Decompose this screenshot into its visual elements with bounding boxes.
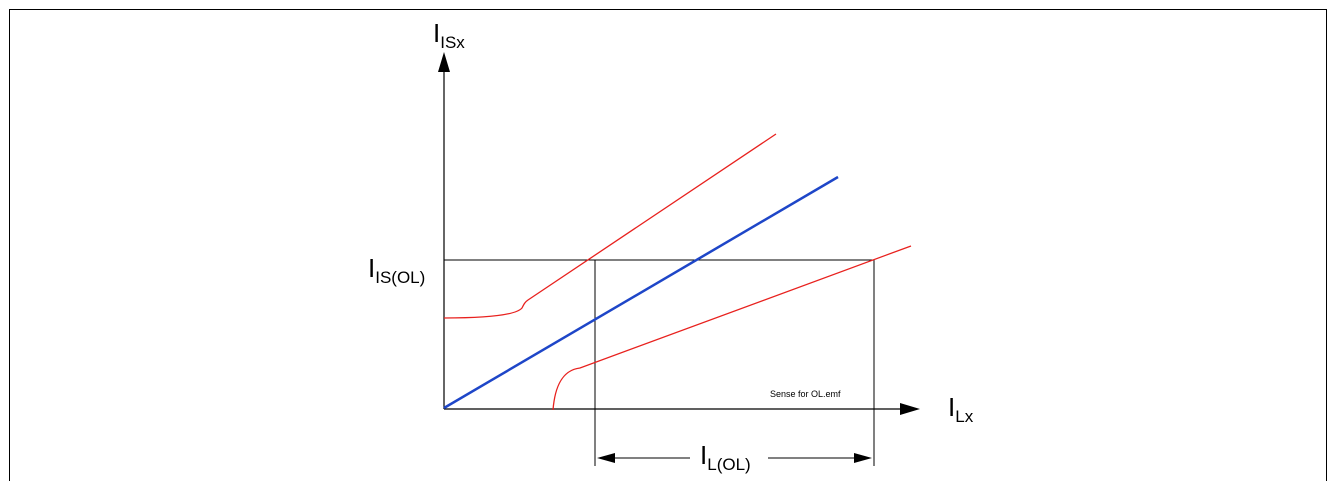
y-axis-label: IISx — [433, 18, 465, 52]
upper-tolerance-curve — [443, 133, 777, 319]
lower-tolerance-curve — [552, 245, 912, 411]
x-axis-arrowhead — [900, 403, 920, 415]
l-ol-arrowhead-left — [597, 453, 615, 463]
nominal-sense-line — [443, 175, 839, 410]
is-ol-label: IIS(OL) — [368, 253, 426, 287]
l-ol-label: IL(OL) — [700, 440, 751, 474]
x-axis-label: ILx — [948, 392, 974, 426]
l-ol-arrowhead-right — [854, 453, 872, 463]
file-caption: Sense for OL.emf — [770, 389, 841, 399]
y-axis-arrowhead — [438, 52, 450, 72]
